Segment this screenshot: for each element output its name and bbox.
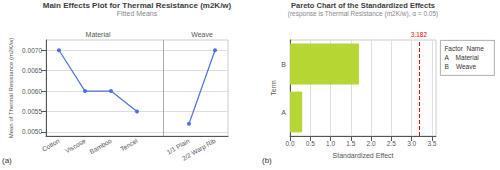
svg-text:3.0: 3.0 xyxy=(407,140,416,147)
svg-text:1.5: 1.5 xyxy=(346,140,355,147)
svg-text:Standardized Effect: Standardized Effect xyxy=(333,152,394,159)
svg-text:Tencel: Tencel xyxy=(119,137,139,152)
svg-text:Bamboo: Bamboo xyxy=(88,137,113,155)
svg-text:Weave: Weave xyxy=(191,31,213,38)
svg-text:2/2 Warp Rib: 2/2 Warp Rib xyxy=(181,137,218,163)
svg-text:0.0055: 0.0055 xyxy=(22,108,42,115)
svg-text:A Material: A Material xyxy=(444,54,479,61)
svg-text:Fitted Means: Fitted Means xyxy=(117,10,158,17)
svg-text:(a): (a) xyxy=(2,156,12,165)
svg-text:Term: Term xyxy=(270,80,277,96)
svg-text:Viscose: Viscose xyxy=(64,137,87,155)
svg-text:A: A xyxy=(281,109,286,116)
svg-text:Factor Name: Factor Name xyxy=(444,45,484,52)
svg-text:0.0060: 0.0060 xyxy=(22,88,42,95)
svg-text:0.0065: 0.0065 xyxy=(22,67,42,74)
svg-text:0.0070: 0.0070 xyxy=(22,47,42,54)
svg-text:Main Effects Plot for Thermal: Main Effects Plot for Thermal Resistance… xyxy=(43,1,232,10)
svg-text:B: B xyxy=(281,61,286,68)
svg-text:0.0050: 0.0050 xyxy=(22,128,42,135)
svg-text:3.5: 3.5 xyxy=(427,140,436,147)
svg-text:Pareto Chart of the Standardiz: Pareto Chart of the Standardized Effects xyxy=(291,1,435,10)
svg-text:3.182: 3.182 xyxy=(411,31,428,38)
svg-text:2.5: 2.5 xyxy=(387,140,396,147)
svg-text:Cotton: Cotton xyxy=(41,137,61,153)
svg-text:Mean of Thermal Resistance (m2: Mean of Thermal Resistance (m2K/w) xyxy=(8,38,14,139)
svg-text:Material: Material xyxy=(86,31,111,38)
svg-text:2.0: 2.0 xyxy=(367,140,376,147)
svg-text:(response is Thermal Resistanc: (response is Thermal Resistance (m2K/w),… xyxy=(288,10,438,18)
svg-text:0.0: 0.0 xyxy=(285,140,294,147)
svg-text:(b): (b) xyxy=(262,156,272,165)
svg-text:0.5: 0.5 xyxy=(306,140,315,147)
svg-text:1.0: 1.0 xyxy=(326,140,335,147)
svg-text:1/1 Plain: 1/1 Plain xyxy=(165,137,191,156)
svg-text:B Weave: B Weave xyxy=(444,63,476,70)
